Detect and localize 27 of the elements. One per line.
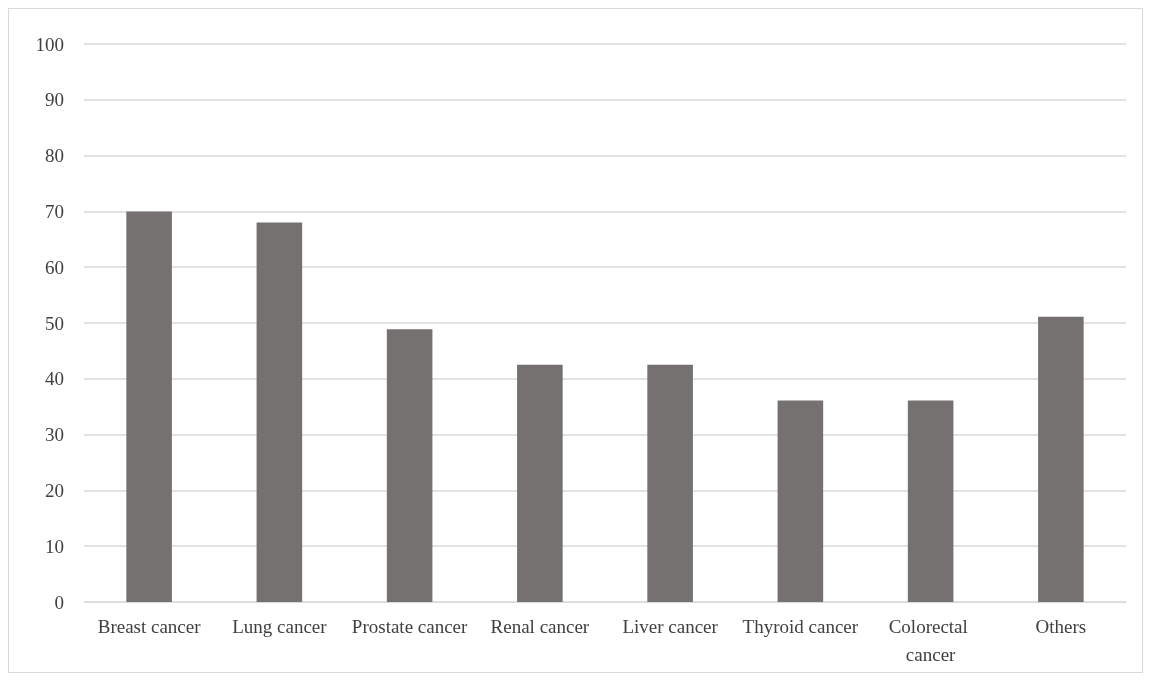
y-tick-label: 50 — [45, 312, 64, 334]
x-tick-label: Liver cancer — [622, 615, 719, 637]
bar — [386, 329, 433, 602]
bar — [777, 400, 824, 602]
bar — [517, 364, 563, 602]
y-tick-label: 70 — [45, 200, 64, 222]
y-tick-label: 20 — [45, 479, 64, 501]
y-tick-label: 10 — [45, 535, 64, 557]
y-tick-label: 0 — [54, 591, 64, 613]
y-tick-label: 100 — [35, 33, 64, 55]
x-tick-label: Renal cancer — [490, 615, 590, 637]
bar — [126, 211, 172, 602]
x-tick-label: Others — [1035, 615, 1087, 637]
x-tick-label: Prostate cancer — [351, 615, 469, 637]
x-tick-label: Breast cancer — [97, 615, 202, 637]
bar — [1038, 316, 1084, 602]
bar — [256, 222, 303, 602]
x-tick-label: Thyroid cancer — [742, 615, 859, 637]
x-tick-label: Colorectal cancer — [888, 615, 973, 665]
y-tick-label: 80 — [45, 145, 64, 167]
y-tick-label: 30 — [45, 424, 64, 446]
y-tick-label: 90 — [45, 89, 64, 111]
y-tick-label: 40 — [45, 368, 64, 390]
y-tick-label: 60 — [45, 256, 64, 278]
bar — [647, 364, 693, 602]
bar — [907, 400, 954, 602]
x-tick-label: Lung cancer — [232, 615, 328, 637]
